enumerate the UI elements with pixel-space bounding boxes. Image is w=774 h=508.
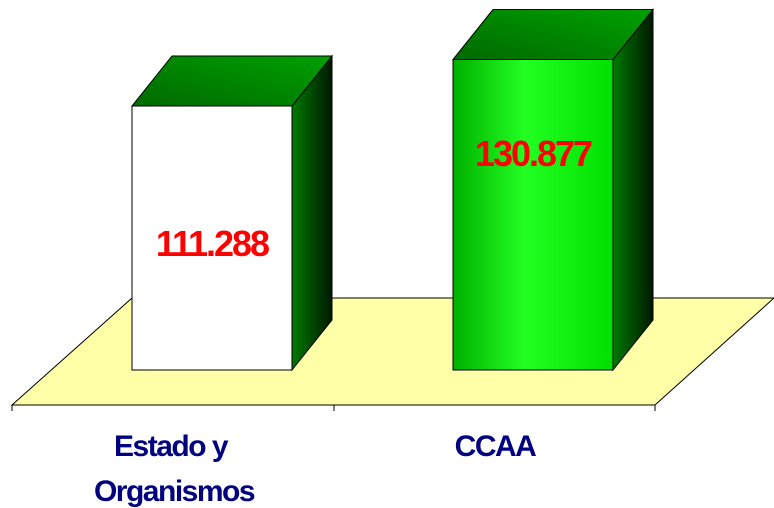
category-label-estado-organismos: Estado y Organismos xyxy=(94,430,255,508)
chart-floor xyxy=(10,297,774,406)
bar-ccaa-side xyxy=(612,8,654,372)
data-label-ccaa: 130.877 xyxy=(475,133,592,174)
data-label-estado-organismos: 111.288 xyxy=(156,223,269,264)
category-label-estado-organismos-line1: Estado y xyxy=(114,430,229,463)
bar-ccaa-front xyxy=(452,59,614,371)
bar-estado-organismos xyxy=(130,54,334,372)
bar-ccaa-top xyxy=(451,9,655,61)
category-label-estado-organismos-line2: Organismos xyxy=(94,475,255,508)
category-label-ccaa: CCAA xyxy=(455,430,536,463)
bar-ccaa xyxy=(451,8,655,372)
bar-estado-organismos-top xyxy=(130,55,334,107)
bar-estado-organismos-side xyxy=(291,54,333,372)
